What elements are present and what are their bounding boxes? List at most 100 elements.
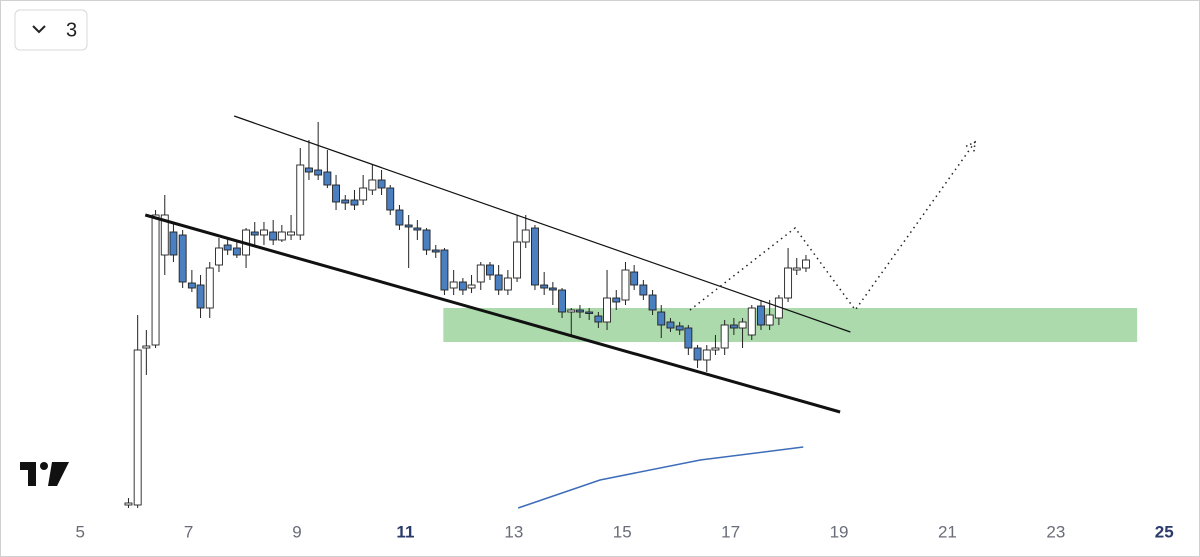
candle-body bbox=[558, 289, 567, 313]
candle-body bbox=[630, 271, 639, 286]
logo bbox=[20, 462, 69, 486]
candle-body bbox=[548, 287, 557, 291]
candle-body bbox=[711, 347, 720, 351]
candle-body bbox=[792, 267, 801, 271]
candle-body bbox=[260, 229, 268, 236]
candle-body bbox=[232, 247, 241, 256]
logo-part bbox=[20, 462, 36, 486]
candle-body bbox=[250, 231, 259, 236]
projection-arrowhead bbox=[965, 140, 976, 153]
candle-body bbox=[413, 227, 422, 231]
candle-body bbox=[540, 284, 549, 289]
candle-body bbox=[404, 224, 413, 228]
candle-body bbox=[567, 309, 576, 313]
x-tick-label: 11 bbox=[396, 522, 414, 541]
candle-body bbox=[386, 187, 395, 211]
candle-body bbox=[802, 259, 810, 269]
candle-body bbox=[368, 179, 377, 191]
candle-body bbox=[458, 281, 467, 291]
candle-body bbox=[196, 284, 205, 309]
candle-body bbox=[575, 309, 584, 313]
candle-body bbox=[747, 307, 756, 336]
candle-body bbox=[178, 234, 187, 283]
candle-body bbox=[296, 164, 305, 236]
logo-part bbox=[40, 462, 48, 470]
x-tick-label: 21 bbox=[938, 522, 957, 541]
moving-average bbox=[517, 446, 804, 509]
candle-body bbox=[729, 324, 738, 329]
candle-body bbox=[215, 247, 223, 266]
candle-body bbox=[621, 269, 630, 301]
candle-body bbox=[359, 187, 368, 201]
candle-body bbox=[332, 184, 340, 203]
projection-path bbox=[689, 141, 976, 312]
candle-body bbox=[757, 305, 765, 326]
candle-body bbox=[169, 231, 178, 256]
support-zone bbox=[443, 308, 1138, 342]
logo-part bbox=[48, 462, 69, 486]
candle-body bbox=[187, 282, 196, 289]
candle-body bbox=[666, 321, 675, 329]
candle-body bbox=[702, 349, 711, 361]
candle-body bbox=[160, 214, 169, 256]
button-box[interactable] bbox=[14, 9, 88, 51]
interval-button[interactable]: 3 bbox=[14, 9, 88, 51]
trendline bbox=[144, 213, 841, 414]
candle-body bbox=[603, 297, 611, 323]
candle-body bbox=[693, 347, 702, 361]
candle-body bbox=[223, 244, 232, 251]
x-tick-label: 5 bbox=[75, 522, 84, 541]
x-tick-label: 7 bbox=[184, 522, 193, 541]
candle-body bbox=[304, 167, 313, 173]
candle-body bbox=[765, 314, 774, 326]
candle-body bbox=[684, 327, 693, 349]
candle-body bbox=[513, 241, 522, 279]
candle-body bbox=[476, 264, 485, 283]
candle-body bbox=[784, 267, 793, 299]
x-tick-label: 23 bbox=[1046, 522, 1065, 541]
candle-body bbox=[287, 231, 296, 236]
candle-body bbox=[738, 321, 747, 329]
chevron-icon bbox=[32, 25, 46, 34]
candle-body bbox=[377, 179, 386, 189]
candle-body bbox=[151, 214, 160, 346]
candle-body bbox=[133, 349, 142, 506]
candle-body bbox=[277, 231, 286, 241]
candle-body bbox=[503, 277, 512, 291]
candle-body bbox=[205, 267, 214, 309]
x-tick-label: 19 bbox=[830, 522, 849, 541]
candle-body bbox=[585, 311, 594, 314]
candle-body bbox=[639, 284, 648, 296]
candle-body bbox=[675, 325, 684, 331]
candle-body bbox=[395, 209, 404, 226]
candle-body bbox=[467, 284, 476, 289]
candle-body bbox=[486, 264, 494, 276]
candle-body bbox=[720, 324, 729, 349]
candle-body bbox=[341, 199, 350, 204]
candle-body bbox=[612, 297, 621, 303]
candle-body bbox=[350, 199, 359, 206]
candle-body bbox=[657, 311, 666, 326]
x-tick-label: 13 bbox=[504, 522, 523, 541]
candle-body bbox=[314, 169, 323, 176]
candle-body bbox=[440, 249, 449, 291]
candle-body bbox=[494, 274, 503, 291]
candle-body bbox=[531, 227, 539, 286]
candle-body bbox=[124, 502, 133, 506]
candle-body bbox=[648, 294, 657, 311]
x-tick-label: 25 bbox=[1155, 522, 1174, 541]
candle-body bbox=[449, 281, 458, 289]
x-tick-label: 15 bbox=[613, 522, 632, 541]
trendline bbox=[233, 115, 851, 333]
candle-body bbox=[594, 315, 603, 323]
button-label: 3 bbox=[66, 19, 77, 41]
candle-body bbox=[323, 171, 332, 186]
candle-body bbox=[521, 229, 530, 243]
candle-body bbox=[142, 345, 151, 349]
candle-body bbox=[269, 231, 278, 241]
x-tick-label: 9 bbox=[292, 522, 301, 541]
x-tick-label: 17 bbox=[721, 522, 740, 541]
candle-body bbox=[431, 249, 440, 253]
plot bbox=[124, 115, 1138, 509]
